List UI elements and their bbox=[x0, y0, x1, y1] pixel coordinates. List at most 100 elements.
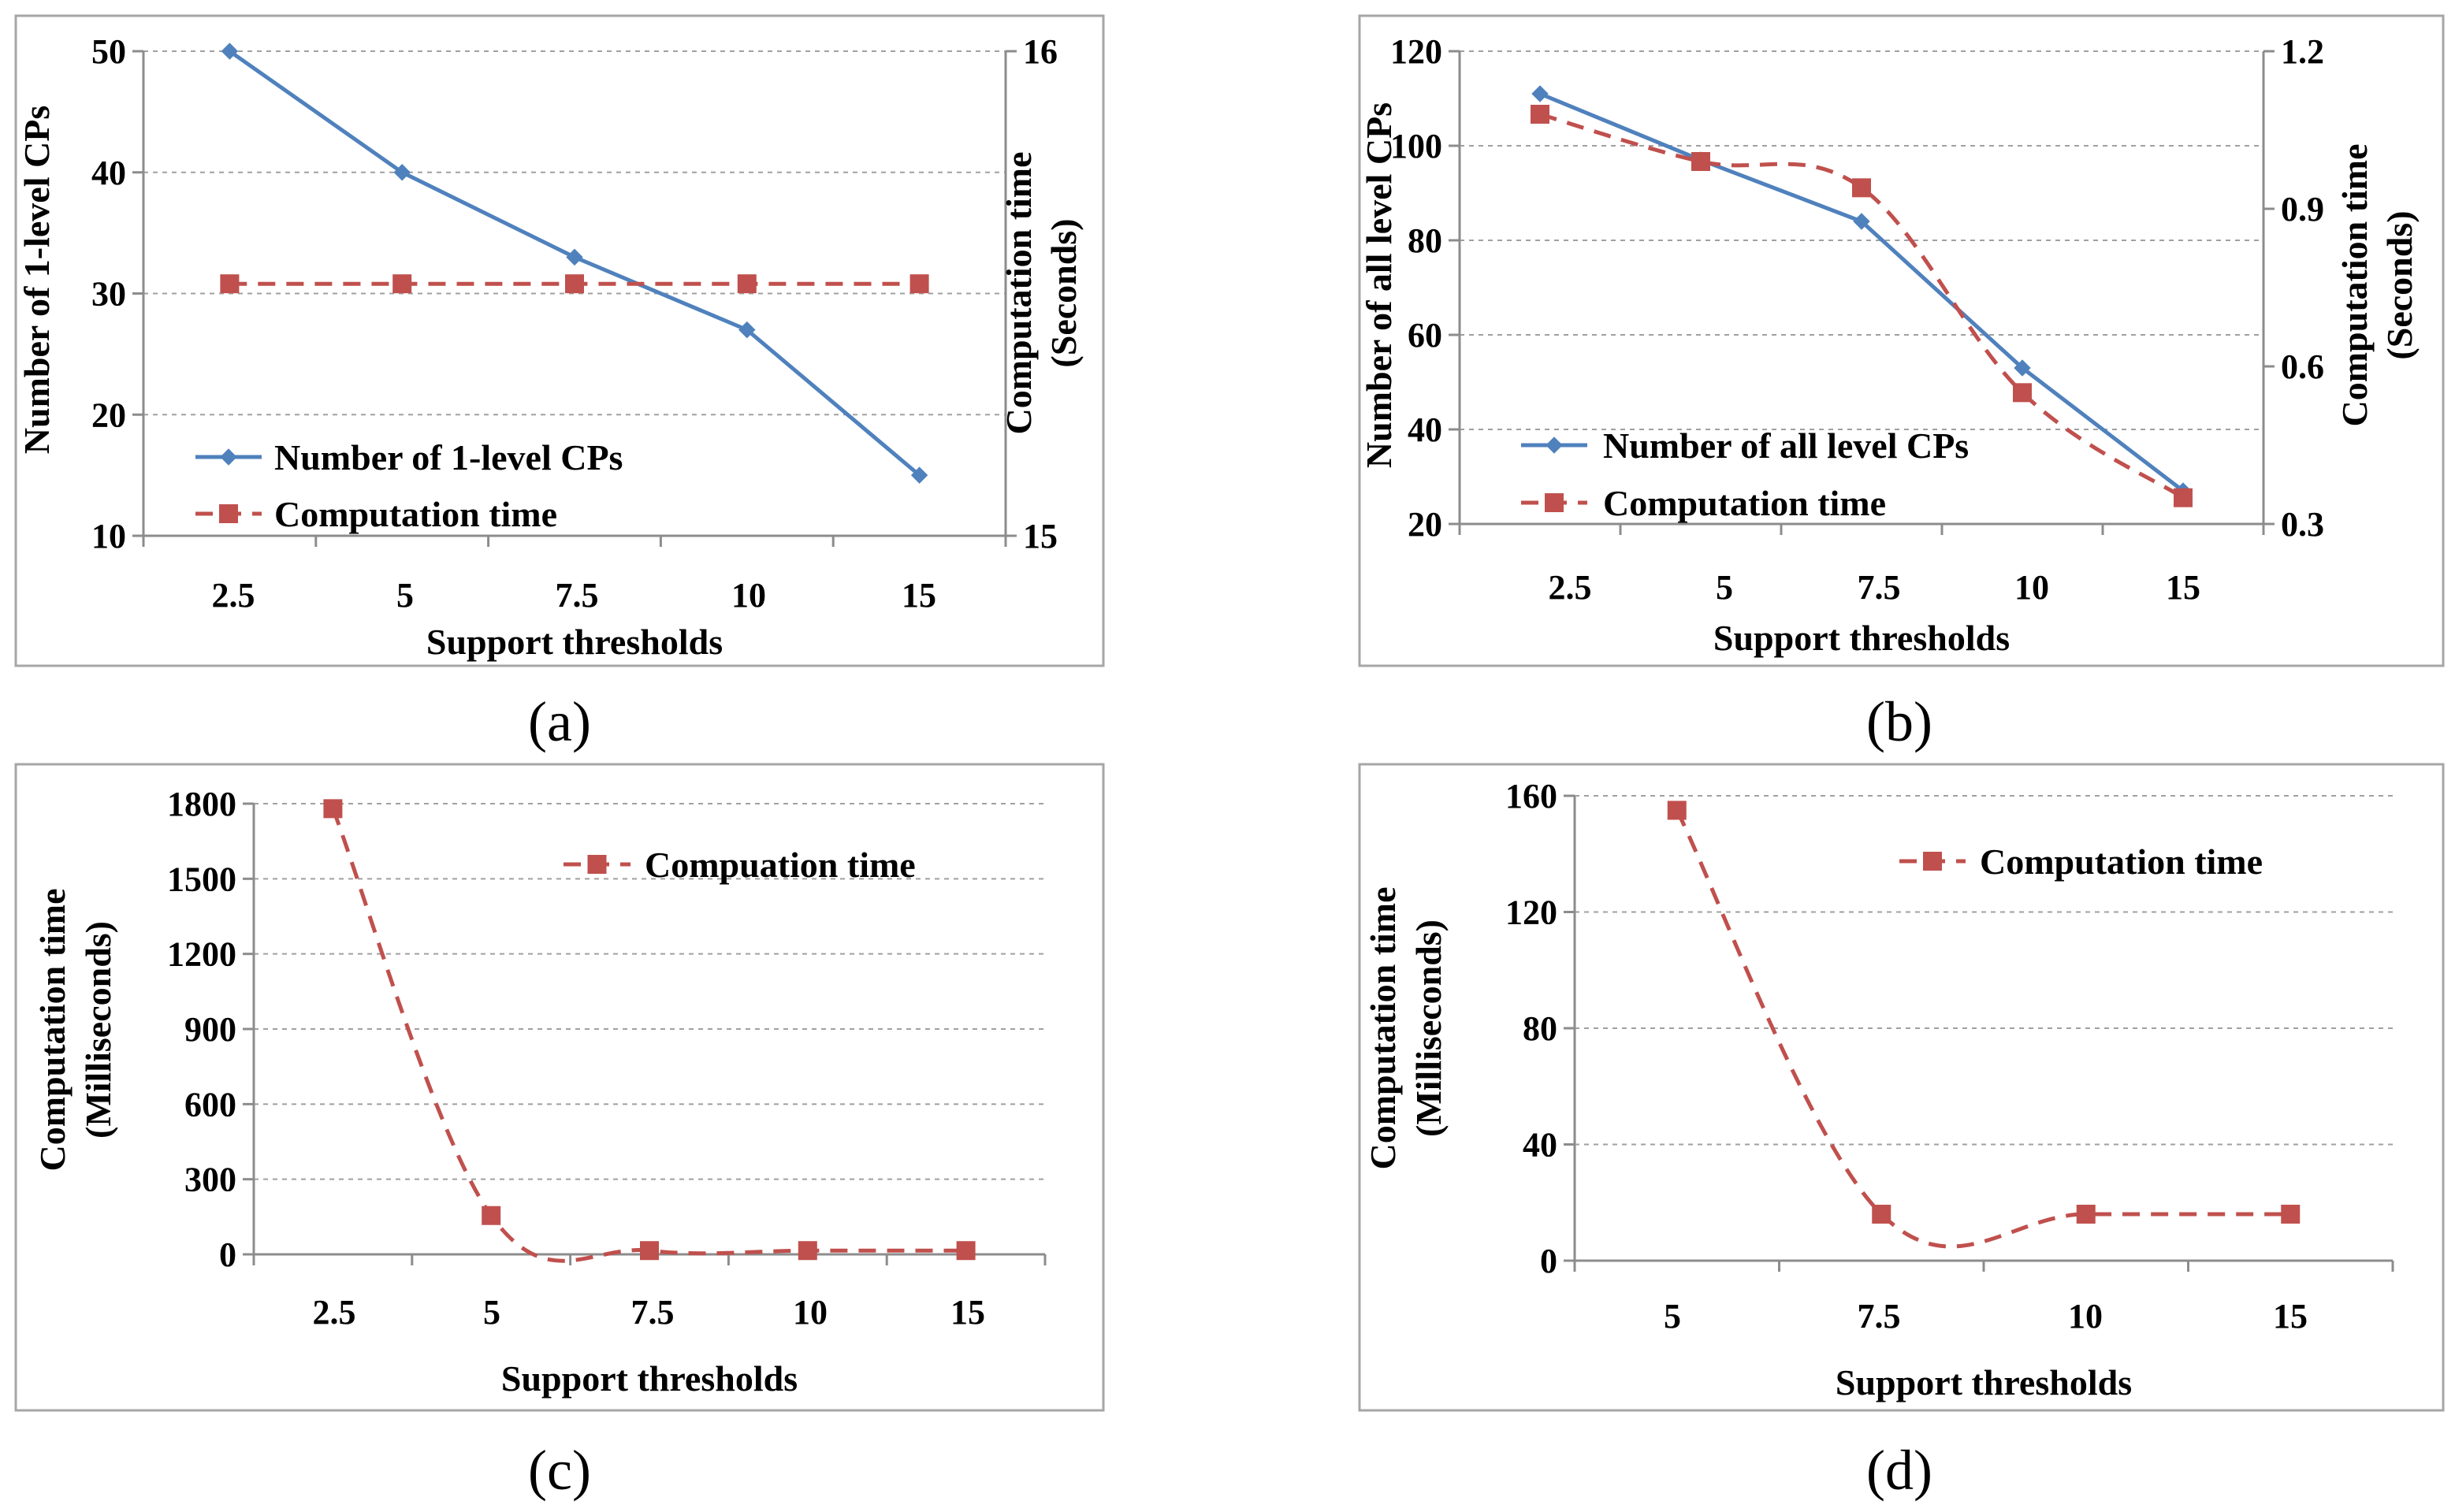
chart-a-ylabel: Number of 1-level CPs bbox=[17, 106, 57, 454]
chart-a-legend-1-label: Computation time bbox=[274, 494, 557, 534]
chart-d-ylabel-line1: Computation time bbox=[1363, 886, 1403, 1169]
chart-d-legend-0-marker bbox=[1923, 852, 1942, 871]
chart-b-series-1-point-0 bbox=[1531, 105, 1549, 124]
chart-a-xtick-label: 7.5 bbox=[556, 576, 599, 615]
chart-c-xtick-label: 10 bbox=[793, 1293, 828, 1332]
chart-d-ylabel-line2: (Milliseconds) bbox=[1408, 919, 1449, 1137]
chart-b-frame bbox=[1358, 14, 2445, 667]
chart-d-ytick-label: 40 bbox=[1523, 1126, 1557, 1165]
chart-b-y2tick-label: 0.3 bbox=[2281, 505, 2324, 544]
chart-b-xtick-label: 7.5 bbox=[1858, 568, 1901, 607]
chart-c-xtick-label: 2.5 bbox=[313, 1293, 356, 1332]
chart-a-xtick-label: 2.5 bbox=[212, 576, 255, 615]
chart-c-series-0-line bbox=[331, 808, 966, 1263]
chart-c-series-0-point-2 bbox=[640, 1241, 659, 1261]
chart-b-xtick-label: 2.5 bbox=[1549, 568, 1592, 607]
chart-b-y2tick-label: 0.6 bbox=[2281, 347, 2324, 386]
chart-a-series-1-point-1 bbox=[392, 274, 412, 294]
chart-c-xtick-label: 5 bbox=[483, 1293, 500, 1332]
chart-b-y2tick-label: 0.9 bbox=[2281, 190, 2324, 228]
chart-d-xtick-label: 5 bbox=[1664, 1297, 1681, 1336]
chart-b-legend-1-marker bbox=[1545, 493, 1564, 512]
chart-c-series-0-point-3 bbox=[798, 1241, 817, 1261]
chart-d-ytick-label: 120 bbox=[1505, 893, 1557, 932]
chart-a-xtick-label: 5 bbox=[396, 576, 414, 615]
chart-a-series-1-point-4 bbox=[909, 274, 929, 294]
chart-d-series-0-point-2 bbox=[2076, 1205, 2096, 1224]
chart-a-y2tick-label: 16 bbox=[1023, 32, 1058, 71]
chart-a-series-0-point-3 bbox=[738, 321, 756, 339]
chart-d-xtick-label: 15 bbox=[2273, 1297, 2308, 1336]
chart-a-ytick-label: 10 bbox=[91, 517, 126, 555]
chart-a-axes bbox=[142, 51, 1007, 537]
chart-b-ytick-label: 20 bbox=[1408, 505, 1442, 544]
chart-c-xlabel: Support thresholds bbox=[501, 1358, 798, 1399]
chart-b-ytick-label: 120 bbox=[1390, 32, 1442, 71]
chart-d-series-0-point-3 bbox=[2281, 1205, 2301, 1224]
chart-c-ytick-label: 1200 bbox=[167, 935, 236, 974]
chart-b-y2label-line1: Computation time bbox=[2334, 143, 2375, 426]
chart-d-ytick-label: 80 bbox=[1523, 1009, 1557, 1048]
chart-d-frame bbox=[1358, 763, 2445, 1412]
chart-d-ytick-label: 160 bbox=[1505, 777, 1557, 815]
chart-b-series-1-point-4 bbox=[2174, 488, 2193, 507]
chart-a-series-1-point-0 bbox=[220, 274, 240, 294]
chart-c-ylabel-line2: (Milliseconds) bbox=[78, 921, 118, 1139]
chart-c-ytick-label: 1800 bbox=[167, 785, 236, 823]
chart-c-ytick-label: 0 bbox=[219, 1235, 236, 1274]
chart-b-ytick-label: 100 bbox=[1390, 127, 1442, 165]
chart-b-series-0-point-3 bbox=[2014, 359, 2031, 377]
chart-a-y2label-line1: Computation time bbox=[999, 151, 1039, 434]
chart-a-legend-0-marker bbox=[220, 448, 237, 466]
chart-c-ytick-label: 900 bbox=[184, 1010, 236, 1049]
chart-b-series-1-point-2 bbox=[1852, 178, 1871, 198]
chart-a-series-0-point-0 bbox=[221, 43, 239, 60]
chart-a-frame bbox=[14, 14, 1105, 667]
chart-a-xtick-label: 15 bbox=[902, 576, 936, 615]
chart-b-ytick-label: 40 bbox=[1408, 411, 1442, 449]
chart-b-xlabel: Support thresholds bbox=[1713, 618, 2010, 658]
chart-a-series-0-point-1 bbox=[393, 164, 411, 181]
chart-a-ytick-label: 30 bbox=[91, 275, 126, 314]
chart-c-xtick-label: 15 bbox=[950, 1293, 985, 1332]
chart-c-caption: (c) bbox=[528, 1439, 591, 1502]
chart-a-y2tick-label: 15 bbox=[1023, 517, 1058, 555]
chart-b-legend-1-label: Computation time bbox=[1603, 483, 1886, 523]
chart-c-ylabel-line1: Computation time bbox=[32, 888, 73, 1171]
chart-a: 10 20 30 40 50 15 16 2.5 5 7.5 10 15 Support thresho… bbox=[14, 14, 1105, 753]
chart-c-ytick-label: 600 bbox=[184, 1085, 236, 1124]
chart-b-y2tick-label: 1.2 bbox=[2281, 32, 2324, 71]
chart-b-ytick-label: 80 bbox=[1408, 221, 1442, 260]
chart-b-series-0-point-2 bbox=[1853, 213, 1870, 230]
chart-a-ytick-label: 50 bbox=[91, 32, 126, 71]
chart-b-series-0-point-0 bbox=[1531, 85, 1549, 102]
chart-c-ytick-label: 1500 bbox=[167, 860, 236, 898]
chart-d-xlabel: Support thresholds bbox=[1836, 1362, 2132, 1402]
chart-a-ytick-label: 40 bbox=[91, 154, 126, 192]
chart-a-series-1-point-2 bbox=[565, 274, 584, 294]
chart-b-xtick-label: 15 bbox=[2166, 568, 2200, 607]
chart-d-series-0-point-0 bbox=[1667, 801, 1687, 820]
chart-b-caption: (b) bbox=[1866, 690, 1932, 753]
chart-d-series-0-line bbox=[1675, 809, 2291, 1249]
chart-b-ytick-label: 60 bbox=[1408, 316, 1442, 355]
chart-d-ytick-label: 0 bbox=[1540, 1242, 1557, 1280]
chart-c-legend-0-marker bbox=[587, 855, 607, 874]
chart-d-series-0-point-1 bbox=[1872, 1205, 1891, 1224]
chart-b-y2label-line2: (Seconds) bbox=[2379, 210, 2420, 359]
chart-c-series-0-point-1 bbox=[482, 1206, 501, 1225]
chart-a-y2label-line2: (Seconds) bbox=[1043, 218, 1084, 367]
chart-b-xtick-label: 10 bbox=[2014, 568, 2049, 607]
chart-c-frame bbox=[14, 763, 1105, 1412]
chart-a-caption: (a) bbox=[528, 690, 591, 753]
chart-d-legend-0-label: Computation time bbox=[1980, 841, 2263, 882]
chart-a-xtick-label: 10 bbox=[731, 576, 766, 615]
chart-d-xtick-label: 7.5 bbox=[1858, 1297, 1901, 1336]
chart-a-series-0-point-2 bbox=[566, 248, 583, 266]
chart-b-legend-0-label: Number of all level CPs bbox=[1603, 425, 1969, 466]
chart-b-legend-0-marker bbox=[1546, 437, 1563, 454]
chart-d-xtick-label: 10 bbox=[2068, 1297, 2103, 1336]
chart-b-axes bbox=[1458, 51, 2265, 526]
chart-d-caption: (d) bbox=[1866, 1439, 1932, 1502]
